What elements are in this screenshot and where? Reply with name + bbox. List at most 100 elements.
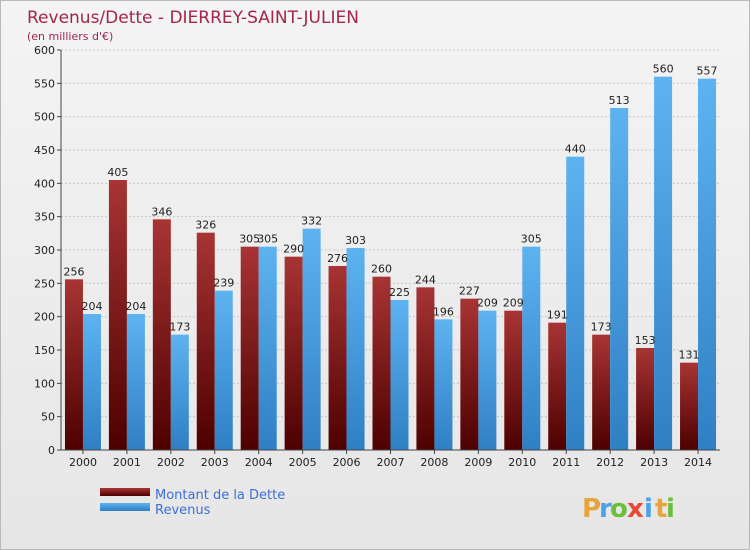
x-tick-label: 2006 [333,456,361,469]
y-tick-label: 550 [34,77,55,90]
x-tick-label: 2009 [464,456,492,469]
bar-debt [504,310,523,450]
chart-subtitle: (en milliers d'€) [27,30,113,43]
y-tick-label: 500 [34,111,55,124]
bar-debt [680,362,699,450]
data-label: 131 [679,349,700,362]
bar-debt [328,266,347,450]
data-label: 440 [565,143,586,156]
data-label: 346 [151,205,172,218]
bar-debt [372,276,391,450]
data-label: 305 [257,233,278,246]
data-label: 276 [327,252,348,265]
data-label: 557 [697,65,718,78]
y-tick-label: 350 [34,211,55,224]
bar-debt [240,246,259,450]
data-label: 204 [125,300,146,313]
chart-title: Revenus/Dette - DIERREY-SAINT-JULIEN [27,8,359,28]
bar-revenus [522,246,541,450]
data-label: 303 [345,234,366,247]
y-tick-label: 200 [34,311,55,324]
bar-revenus [654,76,673,451]
data-label: 260 [371,263,392,276]
logo-letter: P [582,494,601,524]
bar-revenus [214,290,233,450]
bar-revenus [82,314,101,450]
bar-debt [152,219,171,450]
data-label: 244 [415,273,436,286]
legend-swatch-revenus [100,503,150,511]
y-tick-label: 100 [34,377,55,390]
x-tick-label: 2004 [245,456,273,469]
x-tick-label: 2007 [377,456,405,469]
logo-letter: i [666,494,675,524]
data-labels: 256 204 405 204 346 173 326 239 305 305 290 332 276 3… [63,63,717,362]
logo-letter: r [599,494,612,524]
data-label: 560 [653,63,674,76]
bar-debt [636,348,655,450]
bar-revenus [346,248,365,450]
x-tick-label: 2008 [420,456,448,469]
x-tick-label: 2012 [596,456,624,469]
data-label: 209 [477,297,498,310]
y-tick-label: 300 [34,244,55,257]
data-label: 227 [459,285,480,298]
x-tick-label: 2013 [640,456,668,469]
data-label: 332 [301,215,322,228]
x-tick-label: 2011 [552,456,580,469]
data-label: 204 [81,300,102,313]
bar-debt [416,287,435,450]
bars [64,76,717,451]
x-tick-label: 2000 [69,456,97,469]
bar-debt [548,322,567,450]
data-label: 256 [63,265,84,278]
x-tick-label: 2005 [289,456,317,469]
logo-letter: i [644,494,653,524]
logo-letter: x [627,494,644,524]
bar-debt [592,334,611,450]
data-label: 326 [195,219,216,232]
x-tick-label: 2002 [157,456,185,469]
x-tick-label: 2014 [684,456,712,469]
data-label: 239 [213,277,234,290]
logo-letter: t [655,494,667,524]
bar-revenus [478,310,497,450]
data-label: 305 [521,233,542,246]
y-tick-label: 0 [48,444,55,457]
data-label: 173 [591,321,612,334]
axes: 0 50 100 150 200 250 300 350 400 450 500 550 600 2000… [34,44,720,469]
bar-revenus [390,300,409,450]
data-label: 173 [169,321,190,334]
bar-revenus [698,78,717,451]
x-tick-label: 2003 [201,456,229,469]
proxiti-logo: Pro x i ti [582,494,675,524]
data-label: 153 [635,334,656,347]
logo-letter: o [610,494,628,524]
legend-swatch-debt [100,488,150,496]
legend-label-revenus: Revenus [155,503,211,518]
data-label: 225 [389,286,410,299]
bar-revenus [258,246,277,450]
data-label: 405 [107,166,128,179]
data-label: 209 [503,297,524,310]
data-label: 196 [433,305,454,318]
bar-revenus [610,108,629,450]
bar-debt [284,256,303,450]
x-tick-label: 2010 [508,456,536,469]
bar-debt [64,279,83,450]
bar-revenus [302,228,321,450]
y-tick-label: 600 [34,44,55,57]
data-label: 191 [547,309,568,322]
y-tick-label: 450 [34,144,55,157]
bar-revenus [434,319,453,450]
bar-debt [460,298,479,450]
bar-revenus [566,156,585,450]
bar-revenus [126,314,145,450]
legend-label-debt: Montant de la Dette [155,488,285,503]
bar-debt [108,180,127,450]
x-tick-label: 2001 [113,456,141,469]
data-label: 290 [283,243,304,256]
y-tick-label: 50 [41,411,55,424]
y-tick-label: 150 [34,344,55,357]
